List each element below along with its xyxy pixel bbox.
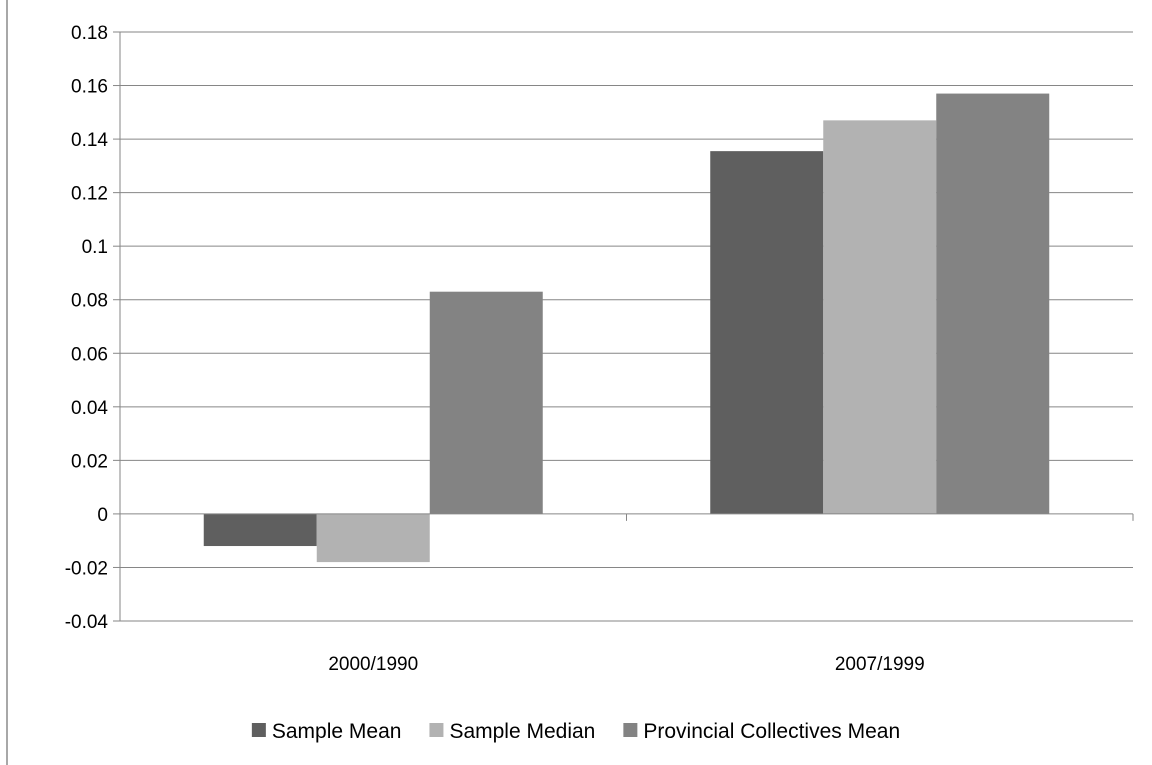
legend-swatch [623, 723, 638, 737]
bar-sample-median-1 [823, 120, 937, 514]
y-tick-label: 0.18 [71, 23, 108, 44]
y-tick-label: -0.02 [65, 558, 108, 579]
bar-sample-mean-0 [203, 513, 317, 547]
x-tick-label: 2000/1990 [328, 654, 418, 675]
bar-sample-median-0 [316, 513, 430, 563]
y-tick-label: 0.06 [71, 344, 108, 365]
bar-provincial-collectives-mean-1 [936, 93, 1050, 514]
legend: Sample Mean Sample Median Provincial Colle… [251, 720, 900, 743]
y-tick-label: 0 [97, 505, 108, 526]
legend-label: Sample Mean [272, 720, 402, 743]
y-tick-label: -0.04 [65, 612, 109, 633]
y-tick-label: 0.12 [71, 184, 108, 205]
bars [203, 93, 1050, 563]
legend-swatch [429, 723, 444, 737]
y-axis-tick-labels: -0.04 -0.02 0 0.02 0.04 0.06 0.08 0.1 0.12 0.14 0.… [65, 23, 109, 633]
legend-swatch [251, 723, 266, 737]
y-tick-label: 0.16 [71, 77, 108, 98]
legend-label: Sample Median [449, 720, 595, 743]
y-tick-label: 0.1 [82, 237, 108, 258]
axes [113, 31, 1134, 622]
y-tick-label: 0.08 [71, 291, 108, 312]
y-tick-label: 0.04 [71, 398, 108, 419]
y-tick-label: 0.14 [71, 130, 108, 151]
y-tick-label: 0.02 [71, 451, 108, 472]
bar-sample-mean-1 [710, 151, 824, 514]
x-axis-tick-labels: 2000/1990 2007/1999 [328, 654, 924, 675]
legend-label: Provincial Collectives Mean [643, 720, 900, 743]
x-tick-label: 2007/1999 [835, 654, 925, 675]
bar-provincial-collectives-mean-0 [429, 291, 543, 514]
